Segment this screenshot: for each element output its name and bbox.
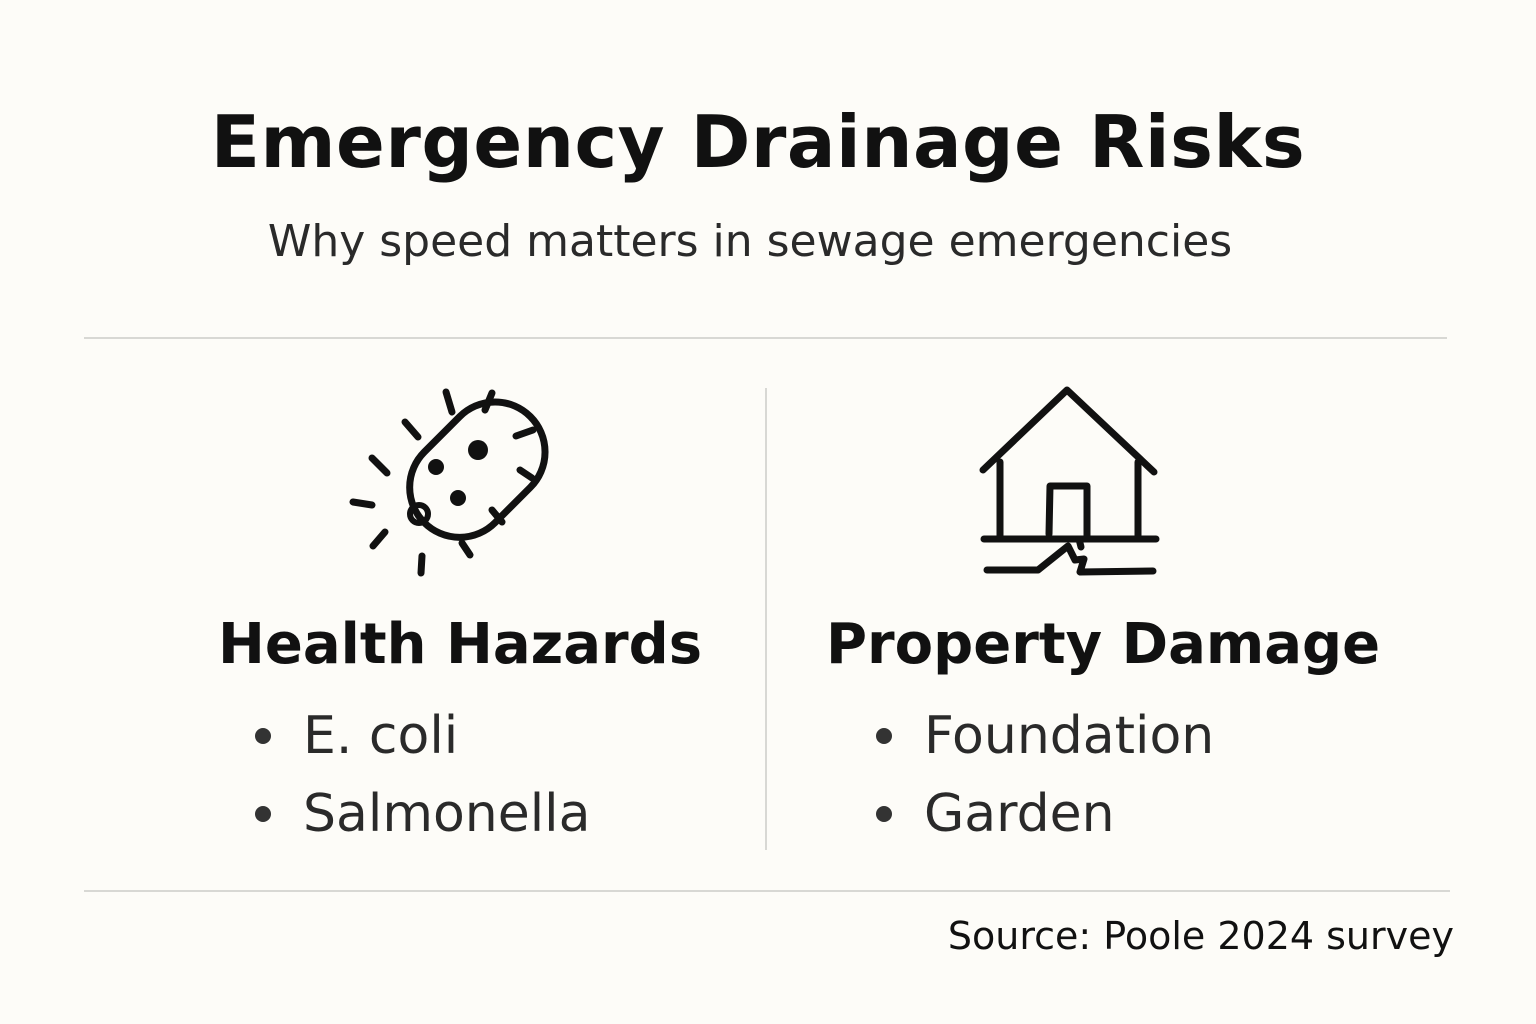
- bullet-icon: [255, 806, 271, 822]
- heading-property-damage: Property Damage: [826, 612, 1381, 677]
- heading-health-hazards: Health Hazards: [218, 612, 703, 677]
- list-item: Foundation: [876, 697, 1214, 775]
- column-divider: [765, 388, 767, 850]
- page-title: Emergency Drainage Risks: [210, 100, 1306, 184]
- list-item: E. coli: [255, 697, 591, 775]
- top-divider: [84, 337, 1447, 339]
- page-subtitle: Why speed matters in sewage emergencies: [267, 216, 1233, 267]
- bullet-icon: [876, 728, 892, 744]
- source-note: Source: Poole 2024 survey: [947, 914, 1454, 958]
- property-damage-list: Foundation Garden: [876, 697, 1214, 853]
- bullet-icon: [255, 728, 271, 744]
- house-cracked-foundation-icon: [960, 380, 1180, 585]
- list-item: Garden: [876, 775, 1214, 853]
- list-item: Salmonella: [255, 775, 591, 853]
- bacteria-icon: [340, 380, 550, 585]
- health-hazards-list: E. coli Salmonella: [255, 697, 591, 853]
- bottom-divider: [84, 890, 1450, 892]
- bullet-icon: [876, 806, 892, 822]
